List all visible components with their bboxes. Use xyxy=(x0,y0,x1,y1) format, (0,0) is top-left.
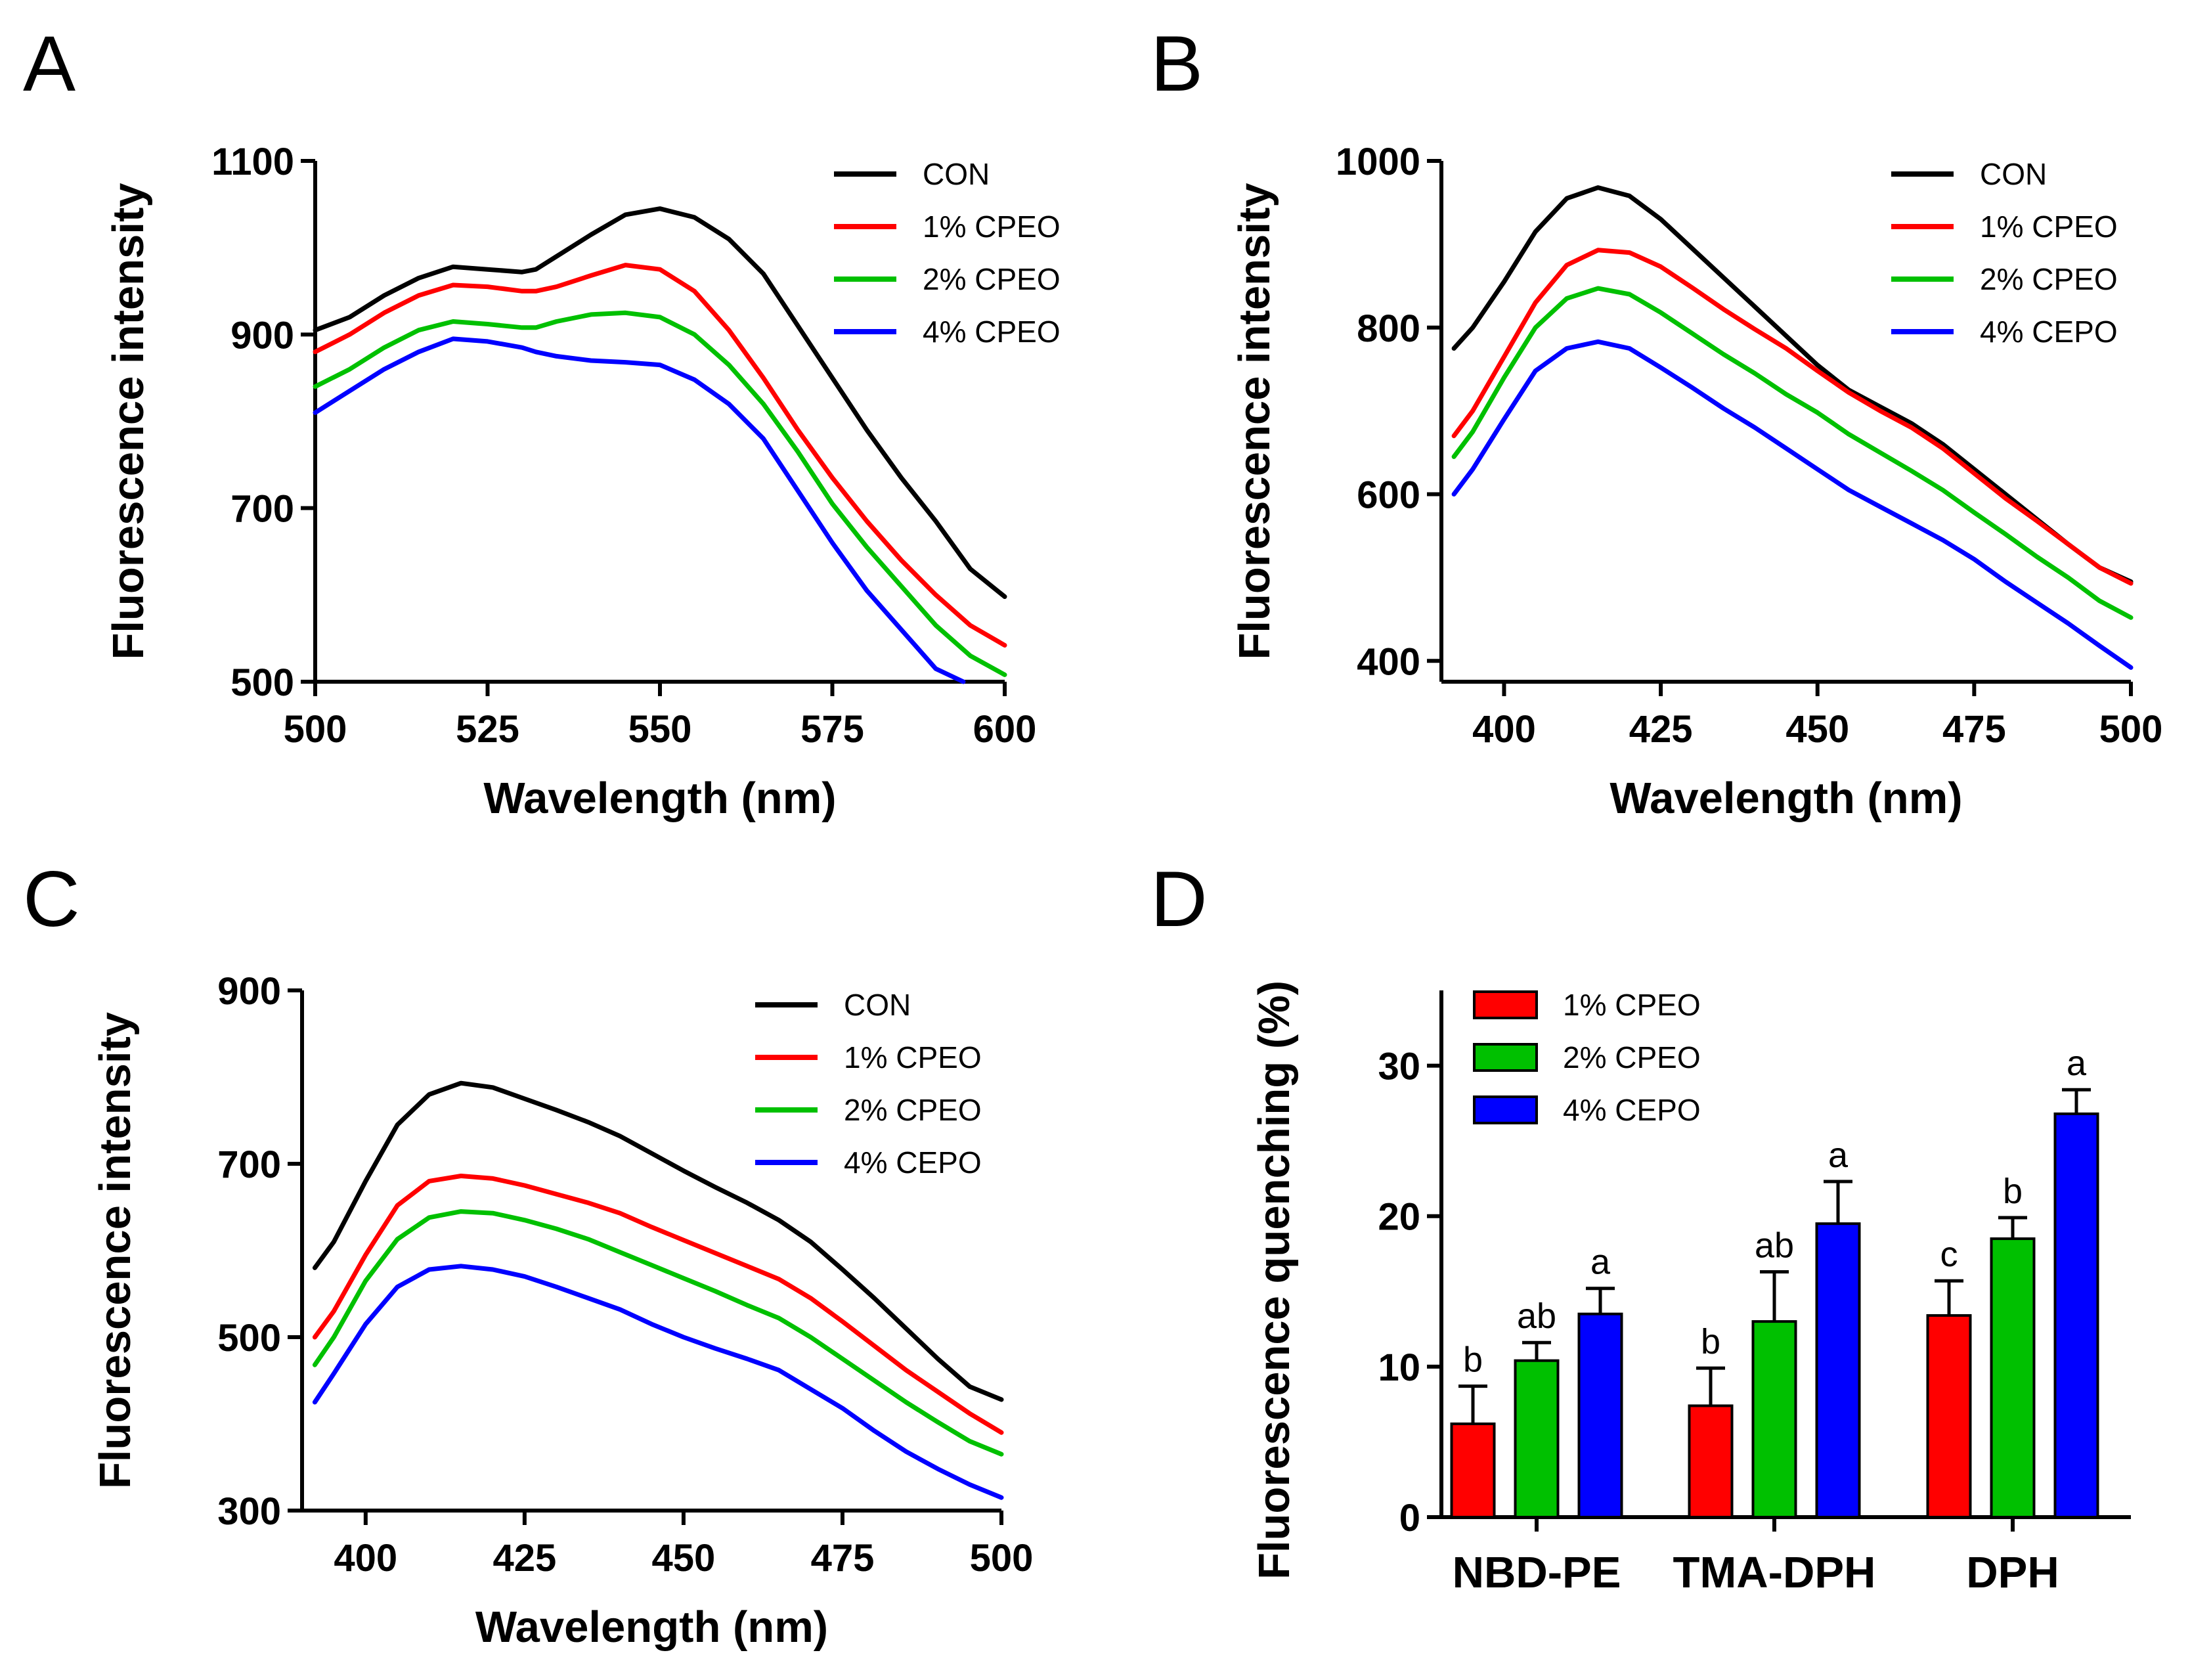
category-label: NBD-PE xyxy=(1453,1548,1621,1597)
legend-swatch xyxy=(1473,1043,1538,1072)
series-line-2 xyxy=(312,1209,1004,1457)
legend-label: 4% CEPO xyxy=(1563,1093,1701,1127)
y-tick-label: 500 xyxy=(230,661,294,704)
x-tick-label: 475 xyxy=(811,1537,875,1580)
y-tick-label: 0 xyxy=(1399,1497,1420,1539)
significance-label: a xyxy=(2067,1044,2087,1083)
panel-d-bar-chart: 0 10 20 30 Fluorescence quenching (%) NBD-PE b… xyxy=(1250,981,2131,1597)
x-tick-label: 500 xyxy=(2099,708,2163,751)
x-tick-label: 450 xyxy=(652,1537,716,1580)
legend-label: CON xyxy=(923,157,990,191)
legend-label: 1% CPEO xyxy=(1563,988,1701,1022)
category-label: TMA-DPH xyxy=(1673,1548,1876,1597)
panel-letter-a: A xyxy=(23,20,76,108)
panel-c-line-chart: 300 500 700 900 400 425 450 475 500 Wavelength (n… xyxy=(91,970,1033,1652)
series-line-1 xyxy=(313,263,1007,648)
x-tick-label: 425 xyxy=(1629,708,1693,751)
significance-label: a xyxy=(1590,1243,1611,1282)
x-tick-label: 525 xyxy=(456,708,519,751)
significance-label: a xyxy=(1828,1136,1849,1175)
panel-letter-b: B xyxy=(1150,20,1203,108)
y-tick-label: 700 xyxy=(230,488,294,531)
significance-label: b xyxy=(2003,1172,2023,1211)
x-axis-title: Wavelength (nm) xyxy=(1610,774,1962,823)
y-tick-label: 900 xyxy=(230,314,294,357)
series-line-2 xyxy=(313,310,1007,677)
y-tick-label: 600 xyxy=(1357,474,1420,517)
bar xyxy=(1926,1314,1972,1519)
y-tick-label: 400 xyxy=(1357,640,1420,683)
y-tick-label: 900 xyxy=(217,970,281,1013)
legend-label: 4% CEPO xyxy=(1980,315,2118,349)
y-axis-title: Fluorescence intensity xyxy=(104,183,153,659)
series-line-0 xyxy=(1451,185,2134,585)
legend-label: 4% CPEO xyxy=(923,315,1061,349)
y-tick-label: 300 xyxy=(217,1490,281,1533)
bar xyxy=(1514,1359,1560,1518)
bar xyxy=(1688,1404,1734,1519)
bar xyxy=(1577,1312,1623,1518)
x-tick-label: 450 xyxy=(1785,708,1849,751)
bar xyxy=(1815,1222,1861,1518)
y-axis-title: Fluorescence quenching (%) xyxy=(1250,981,1299,1580)
legend-swatch xyxy=(1473,1095,1538,1124)
legend-label: 4% CEPO xyxy=(844,1145,982,1180)
legend-label: 1% CPEO xyxy=(844,1040,982,1074)
y-tick-label: 700 xyxy=(217,1143,281,1186)
legend-label: 2% CPEO xyxy=(1980,262,2118,296)
x-tick-label: 400 xyxy=(334,1537,397,1580)
series-line-3 xyxy=(1451,339,2134,670)
x-axis-title: Wavelength (nm) xyxy=(483,774,836,823)
x-tick-label: 500 xyxy=(970,1537,1034,1580)
series-line-2 xyxy=(1451,286,2134,620)
category-label: DPH xyxy=(1966,1548,2059,1597)
x-axis-title: Wavelength (nm) xyxy=(475,1603,828,1652)
x-tick-label: 550 xyxy=(628,708,692,751)
bar xyxy=(1751,1320,1797,1518)
y-tick-label: 30 xyxy=(1378,1046,1420,1088)
y-tick-label: 800 xyxy=(1357,307,1420,350)
bar xyxy=(1450,1422,1496,1518)
series-line-1 xyxy=(312,1174,1004,1435)
panel-b-line-chart: 400 600 800 1000 400 425 450 475 500 Wavelength (… xyxy=(1230,141,2162,823)
x-tick-label: 475 xyxy=(1942,708,2006,751)
legend-label: 2% CPEO xyxy=(844,1093,982,1127)
y-tick-label: 1000 xyxy=(1336,141,1420,183)
series-line-0 xyxy=(312,1080,1004,1402)
series-line-3 xyxy=(312,1264,1004,1500)
significance-label: ab xyxy=(1755,1226,1794,1265)
y-tick-label: 500 xyxy=(217,1317,281,1359)
legend-label: CON xyxy=(1980,157,2047,191)
significance-label: b xyxy=(1463,1340,1483,1380)
legend-label: 2% CPEO xyxy=(923,262,1061,296)
significance-label: c xyxy=(1940,1235,1958,1274)
significance-label: ab xyxy=(1517,1296,1556,1336)
y-axis-title: Fluorescence intensity xyxy=(1230,183,1279,659)
panel-letter-d: D xyxy=(1150,855,1208,943)
y-tick-label: 1100 xyxy=(211,141,294,183)
panel-a-line-chart: 500 700 900 1100 500 525 550 575 600 Wavelength (… xyxy=(104,141,1061,823)
legend-label: 2% CPEO xyxy=(1563,1040,1701,1074)
series-line-0 xyxy=(313,206,1007,599)
x-tick-label: 500 xyxy=(284,708,347,751)
bar xyxy=(2053,1112,2099,1518)
bar xyxy=(1990,1237,2036,1518)
panel-letter-c: C xyxy=(23,855,80,943)
x-tick-label: 600 xyxy=(973,708,1037,751)
x-tick-label: 425 xyxy=(493,1537,556,1580)
y-axis-title: Fluorescence intensity xyxy=(91,1012,140,1489)
y-tick-label: 20 xyxy=(1378,1196,1420,1239)
significance-label: b xyxy=(1701,1322,1720,1361)
y-tick-label: 10 xyxy=(1378,1346,1420,1389)
legend-label: 1% CPEO xyxy=(1980,210,2118,244)
legend-label: CON xyxy=(844,988,911,1022)
series-line-1 xyxy=(1451,248,2134,586)
x-tick-label: 575 xyxy=(800,708,864,751)
legend-swatch xyxy=(1473,990,1538,1019)
legend-label: 1% CPEO xyxy=(923,210,1061,244)
series-line-3 xyxy=(313,336,966,684)
x-tick-label: 400 xyxy=(1472,708,1536,751)
